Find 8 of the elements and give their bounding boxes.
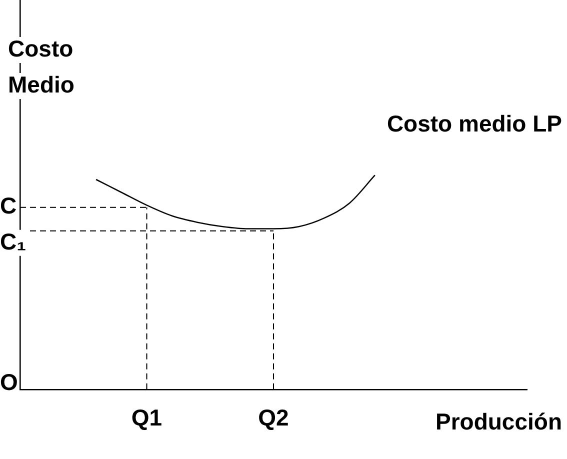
ref-line-label: C₁ [0,228,26,254]
text: O [0,369,18,396]
series-label: Costo medio LP [386,110,562,137]
x-tick-label: Q1 [131,404,162,431]
ref-line-label: C [0,192,17,219]
x-tick-label: Q2 [258,404,289,431]
y-axis-title: Costo Medio [8,35,74,98]
x-axis-title: Producción [435,408,562,435]
